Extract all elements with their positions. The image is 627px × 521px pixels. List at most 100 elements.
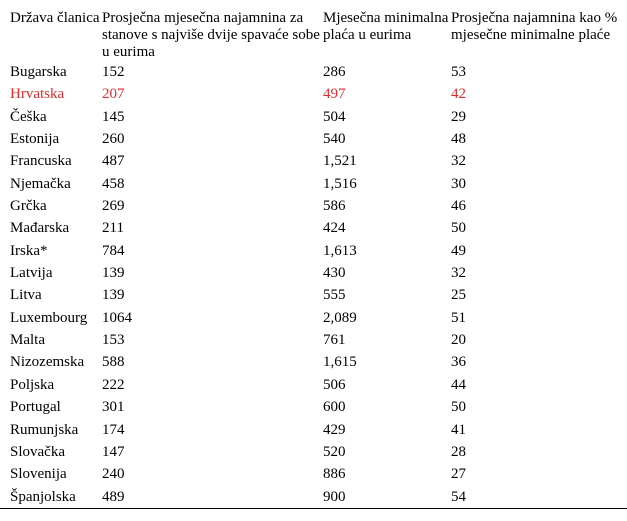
- cell-average-rent: 211: [102, 220, 124, 237]
- cell-rent-percent: 50: [451, 399, 466, 416]
- cell-minimum-wage: 520: [323, 443, 346, 460]
- cell-average-rent: 588: [102, 354, 125, 371]
- cell-minimum-wage: 504: [323, 108, 346, 125]
- cell-country: Hrvatska: [10, 86, 65, 103]
- table-row: Irska* 784 1,613 49: [0, 240, 627, 262]
- cell-country: Bugarska: [10, 64, 67, 80]
- cell-rent-percent: 46: [451, 198, 466, 215]
- cell-minimum-wage: 886: [323, 466, 346, 483]
- cell-average-rent: 487: [102, 153, 125, 170]
- table-row: Slovenija 240 886 27: [0, 463, 627, 485]
- cell-average-rent: 458: [102, 175, 125, 192]
- cell-country: Španjolska: [0, 485, 102, 509]
- header-rent-percent: Prosječna najamnina kao % mjesečne minim…: [451, 10, 618, 43]
- cell-rent-percent: 50: [451, 220, 466, 237]
- cell-country: Irska*: [10, 242, 48, 259]
- cell-rent-percent: 44: [451, 376, 466, 393]
- table-row: Francuska 487 1,521 32: [0, 150, 627, 172]
- cell-country: Grčka: [10, 198, 47, 215]
- cell-rent-percent: 54: [451, 485, 627, 509]
- cell-rent-percent: 36: [451, 354, 466, 371]
- cell-average-rent: 145: [102, 108, 125, 125]
- table-row: Češka 145 504 29: [0, 106, 627, 128]
- table-row: Slovačka 147 520 28: [0, 441, 627, 463]
- cell-minimum-wage: 555: [323, 287, 346, 304]
- cell-country: Litva: [10, 287, 42, 304]
- cell-country: Rumunjska: [10, 421, 79, 438]
- cell-rent-percent: 53: [451, 64, 466, 80]
- cell-country: Francuska: [10, 153, 72, 170]
- cell-average-rent: 1064: [102, 309, 132, 326]
- cell-minimum-wage: 1,615: [323, 354, 357, 371]
- cell-country: Latvija: [10, 265, 53, 282]
- table-row: Portugal 301 600 50: [0, 396, 627, 418]
- cell-rent-percent: 42: [451, 86, 466, 103]
- cell-minimum-wage: 540: [323, 131, 346, 148]
- cell-minimum-wage: 586: [323, 198, 346, 215]
- header-average-rent: Prosječna mjesečna najamnina za stanove …: [102, 10, 320, 60]
- cell-minimum-wage: 506: [323, 376, 346, 393]
- cell-average-rent: 139: [102, 287, 125, 304]
- header-country: Država članica: [10, 10, 100, 26]
- cell-minimum-wage: 1,516: [323, 175, 357, 192]
- cell-average-rent: 147: [102, 443, 125, 460]
- table-row: Estonija 260 540 48: [0, 128, 627, 150]
- table-row: Španjolska 489 900 54: [0, 485, 627, 509]
- cell-country: Malta: [10, 332, 45, 349]
- cell-minimum-wage: 424: [323, 220, 346, 237]
- cell-rent-percent: 51: [451, 309, 466, 326]
- cell-rent-percent: 48: [451, 131, 466, 148]
- cell-minimum-wage: 430: [323, 265, 346, 282]
- cell-country: Luxembourg: [10, 309, 88, 326]
- cell-average-rent: 152: [102, 64, 125, 80]
- cell-minimum-wage: 1,613: [323, 242, 357, 259]
- table-row: Njemačka 458 1,516 30: [0, 173, 627, 195]
- table-row: Bugarska 152 286 53: [0, 61, 627, 83]
- cell-average-rent: 139: [102, 265, 125, 282]
- rent-wage-table-container: Država članica Prosječna mjesečna najamn…: [0, 0, 627, 509]
- cell-rent-percent: 32: [451, 153, 466, 170]
- cell-country: Mađarska: [10, 220, 70, 237]
- cell-rent-percent: 27: [451, 466, 466, 483]
- cell-minimum-wage: 761: [323, 332, 346, 349]
- cell-minimum-wage: 429: [323, 421, 346, 438]
- cell-rent-percent: 28: [451, 443, 466, 460]
- cell-country: Nizozemska: [10, 354, 85, 371]
- cell-average-rent: 240: [102, 466, 125, 483]
- cell-average-rent: 260: [102, 131, 125, 148]
- cell-average-rent: 153: [102, 332, 125, 349]
- cell-average-rent: 269: [102, 198, 125, 215]
- cell-country: Estonija: [10, 131, 60, 148]
- table-row: Mađarska 211 424 50: [0, 217, 627, 239]
- table-row: Litva 139 555 25: [0, 284, 627, 306]
- cell-country: Slovenija: [10, 466, 67, 483]
- cell-rent-percent: 49: [451, 242, 466, 259]
- table-body: Bugarska 152 286 53 Hrvatska 207 497 42 Češka 145…: [0, 61, 627, 509]
- cell-rent-percent: 30: [451, 175, 466, 192]
- header-row: Država članica Prosječna mjesečna najamn…: [0, 0, 627, 61]
- cell-minimum-wage: 900: [323, 485, 451, 509]
- table-row: Rumunjska 174 429 41: [0, 419, 627, 441]
- cell-average-rent: 489: [102, 485, 323, 509]
- table-row: Hrvatska 207 497 42: [0, 83, 627, 105]
- cell-average-rent: 301: [102, 399, 125, 416]
- cell-average-rent: 174: [102, 421, 125, 438]
- cell-country: Njemačka: [10, 175, 71, 192]
- cell-country: Portugal: [10, 399, 61, 416]
- cell-rent-percent: 20: [451, 332, 466, 349]
- cell-minimum-wage: 286: [323, 64, 346, 80]
- table-row: Grčka 269 586 46: [0, 195, 627, 217]
- rent-wage-table: Država članica Prosječna mjesečna najamn…: [0, 0, 627, 509]
- cell-rent-percent: 29: [451, 108, 466, 125]
- table-row: Nizozemska 588 1,615 36: [0, 351, 627, 373]
- table-row: Luxembourg 1064 2,089 51: [0, 307, 627, 329]
- cell-rent-percent: 41: [451, 421, 466, 438]
- table-row: Malta 153 761 20: [0, 329, 627, 351]
- cell-average-rent: 784: [102, 242, 125, 259]
- cell-minimum-wage: 1,521: [323, 153, 357, 170]
- cell-minimum-wage: 600: [323, 399, 346, 416]
- table-row: Poljska 222 506 44: [0, 374, 627, 396]
- cell-country: Slovačka: [10, 443, 65, 460]
- table-row: Latvija 139 430 32: [0, 262, 627, 284]
- cell-country: Poljska: [10, 376, 55, 393]
